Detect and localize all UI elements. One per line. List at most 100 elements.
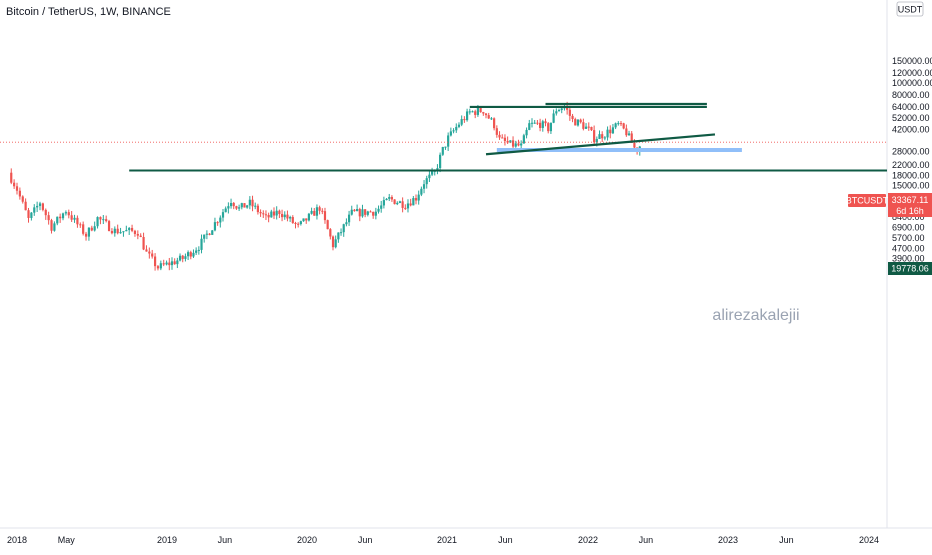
y-tick-label: 5700.00 [892, 233, 925, 243]
watermark-text: alirezakalejii [712, 307, 799, 324]
candle-body [15, 186, 19, 191]
candle-body [168, 262, 171, 266]
x-tick-label: Jun [358, 535, 373, 545]
candle-body [514, 143, 517, 147]
candle-body [321, 210, 324, 212]
candle-body [422, 184, 426, 189]
candle-body [347, 214, 351, 223]
candle-body [176, 260, 179, 265]
candle-body [240, 203, 243, 208]
candle-body [609, 129, 612, 134]
candle-body [219, 217, 222, 223]
y-tick-label: 15000.00 [892, 181, 930, 191]
candles-group [10, 101, 641, 271]
candle-body [307, 213, 311, 221]
candle-body [151, 253, 154, 257]
candle-body [441, 147, 444, 155]
candle-body [36, 205, 39, 208]
candle-body [552, 113, 555, 123]
candle-body [627, 133, 631, 136]
candle-body [27, 210, 30, 218]
candle-body [248, 199, 251, 206]
candle-body [468, 111, 471, 113]
candle-body [619, 123, 623, 125]
candle-body [315, 207, 319, 216]
x-tick-label: 2018 [7, 535, 27, 545]
candle-body [484, 113, 488, 116]
candle-body [38, 203, 42, 206]
candle-body [238, 207, 241, 209]
level-tag: 19778.06 [888, 262, 932, 275]
candle-body [474, 111, 477, 115]
drawings-group [0, 102, 887, 172]
candle-body [571, 115, 574, 120]
candle-body [606, 129, 609, 138]
candle-body [13, 182, 16, 187]
candle-body [270, 211, 273, 218]
candle-body [557, 109, 561, 112]
candle-body [246, 205, 249, 208]
candle-body [353, 209, 356, 212]
candle-body [587, 126, 590, 128]
x-tick-label: Jun [218, 535, 233, 545]
candle-body [414, 198, 418, 201]
candle-body [229, 202, 233, 207]
candle-body [107, 221, 111, 232]
y-tick-label: 52000.00 [892, 113, 930, 123]
last-price-tag: BTCUSDT 33367.11 6d 16h [846, 193, 932, 217]
candle-body [318, 207, 321, 211]
candle-body [297, 223, 300, 225]
candle-body [130, 227, 134, 231]
candle-body [533, 122, 536, 124]
candle-body [224, 208, 227, 213]
candle-body [342, 224, 345, 233]
candle-body [93, 226, 96, 231]
candle-body [476, 108, 480, 115]
candle-body [208, 233, 211, 235]
candle-body [372, 211, 375, 216]
candle-body [601, 134, 604, 139]
candle-body [538, 122, 542, 128]
x-tick-label: Jun [498, 535, 513, 545]
candle-body [380, 205, 383, 209]
candle-body [568, 109, 571, 116]
candle-body [235, 206, 238, 209]
candle-body [479, 108, 482, 113]
candle-body [139, 235, 142, 237]
y-tick-label: 80000.00 [892, 90, 930, 100]
candle-body [286, 214, 289, 219]
candle-body [264, 214, 268, 216]
x-tick-label: 2024 [859, 535, 879, 545]
candle-body [329, 229, 332, 237]
candle-body [503, 137, 507, 141]
candle-body [125, 230, 128, 232]
candle-body [452, 130, 455, 132]
candle-body [262, 213, 265, 215]
candle-body [116, 228, 119, 234]
candle-body [364, 209, 367, 215]
candle-body [73, 217, 76, 220]
candle-body [541, 121, 544, 128]
time-axis[interactable]: 2018 May 2019 Jun 2020 Jun 2021 Jun 2022 Jun 2023 J… [7, 535, 879, 545]
currency-label: USDT [898, 5, 923, 15]
price-tag-value: 33367.11 [892, 195, 929, 205]
candle-body [339, 232, 343, 234]
candle-body [128, 227, 131, 231]
candle-body [61, 213, 65, 219]
candle-body [195, 250, 198, 253]
candle-body [213, 222, 217, 231]
candle-body [148, 251, 151, 254]
candle-body [536, 122, 539, 124]
candle-body [345, 222, 348, 225]
candle-body [388, 197, 391, 199]
candle-body [460, 119, 463, 125]
candle-body [337, 232, 340, 240]
candle-body [356, 209, 359, 212]
level-tag-value: 19778.06 [891, 264, 929, 274]
candle-body [30, 212, 33, 218]
currency-label-box[interactable] [896, 1, 924, 17]
y-tick-label: 150000.00 [892, 56, 932, 66]
